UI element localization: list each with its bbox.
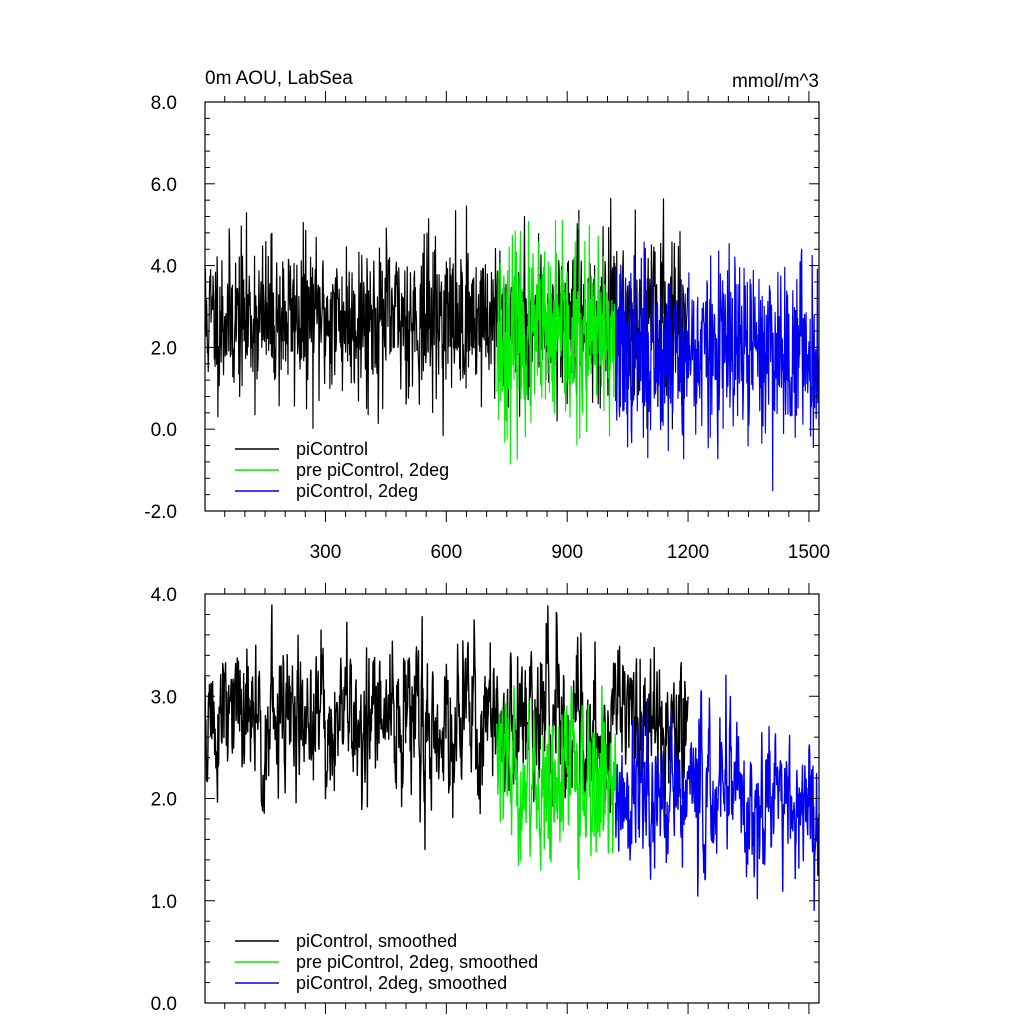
- series-line-1: [204, 604, 689, 851]
- units-label: mmol/m^3: [732, 71, 819, 92]
- y-tick-label: 4.0: [151, 257, 177, 278]
- x-tick-label: 300: [310, 542, 342, 563]
- legend-label-3: piControl, 2deg: [296, 481, 418, 501]
- y-tick-label: 3.0: [151, 687, 177, 708]
- legend-label-1: piControl, smoothed: [296, 931, 457, 951]
- chart-title: 0m AOU, LabSea: [205, 68, 353, 89]
- legend-label-1: piControl: [296, 439, 368, 459]
- plot-frame: [204, 101, 820, 512]
- y-tick-label: -2.0: [144, 502, 177, 523]
- y-tick-label: 2.0: [151, 338, 177, 359]
- series-line-2: [496, 220, 619, 465]
- y-tick-label: 0.0: [151, 420, 177, 441]
- x-tick-label: 1200: [667, 542, 709, 563]
- series-line-3: [614, 674, 820, 912]
- series-line-3: [614, 241, 820, 492]
- y-tick-label: 2.0: [151, 790, 177, 811]
- y-tick-label: 4.0: [151, 585, 177, 606]
- y-tick-label: 0.0: [151, 994, 177, 1015]
- y-tick-label: 1.0: [151, 892, 177, 913]
- legend-label-2: pre piControl, 2deg, smoothed: [296, 952, 538, 972]
- top-panel-aou-raw: -2.0 0.0 2.0 4.0 6.0 8.0 300 600 900 1200 1500 0m A…: [144, 68, 830, 563]
- x-tick-label: 900: [551, 542, 583, 563]
- x-tick-label: 1500: [788, 542, 830, 563]
- x-tick-label: 600: [430, 542, 462, 563]
- legend-label-2: pre piControl, 2deg: [296, 460, 449, 480]
- series-line-2: [495, 685, 619, 881]
- legend-label-3: piControl, 2deg, smoothed: [296, 973, 507, 993]
- y-tick-label: 8.0: [151, 93, 177, 114]
- y-tick-label: 6.0: [151, 175, 177, 196]
